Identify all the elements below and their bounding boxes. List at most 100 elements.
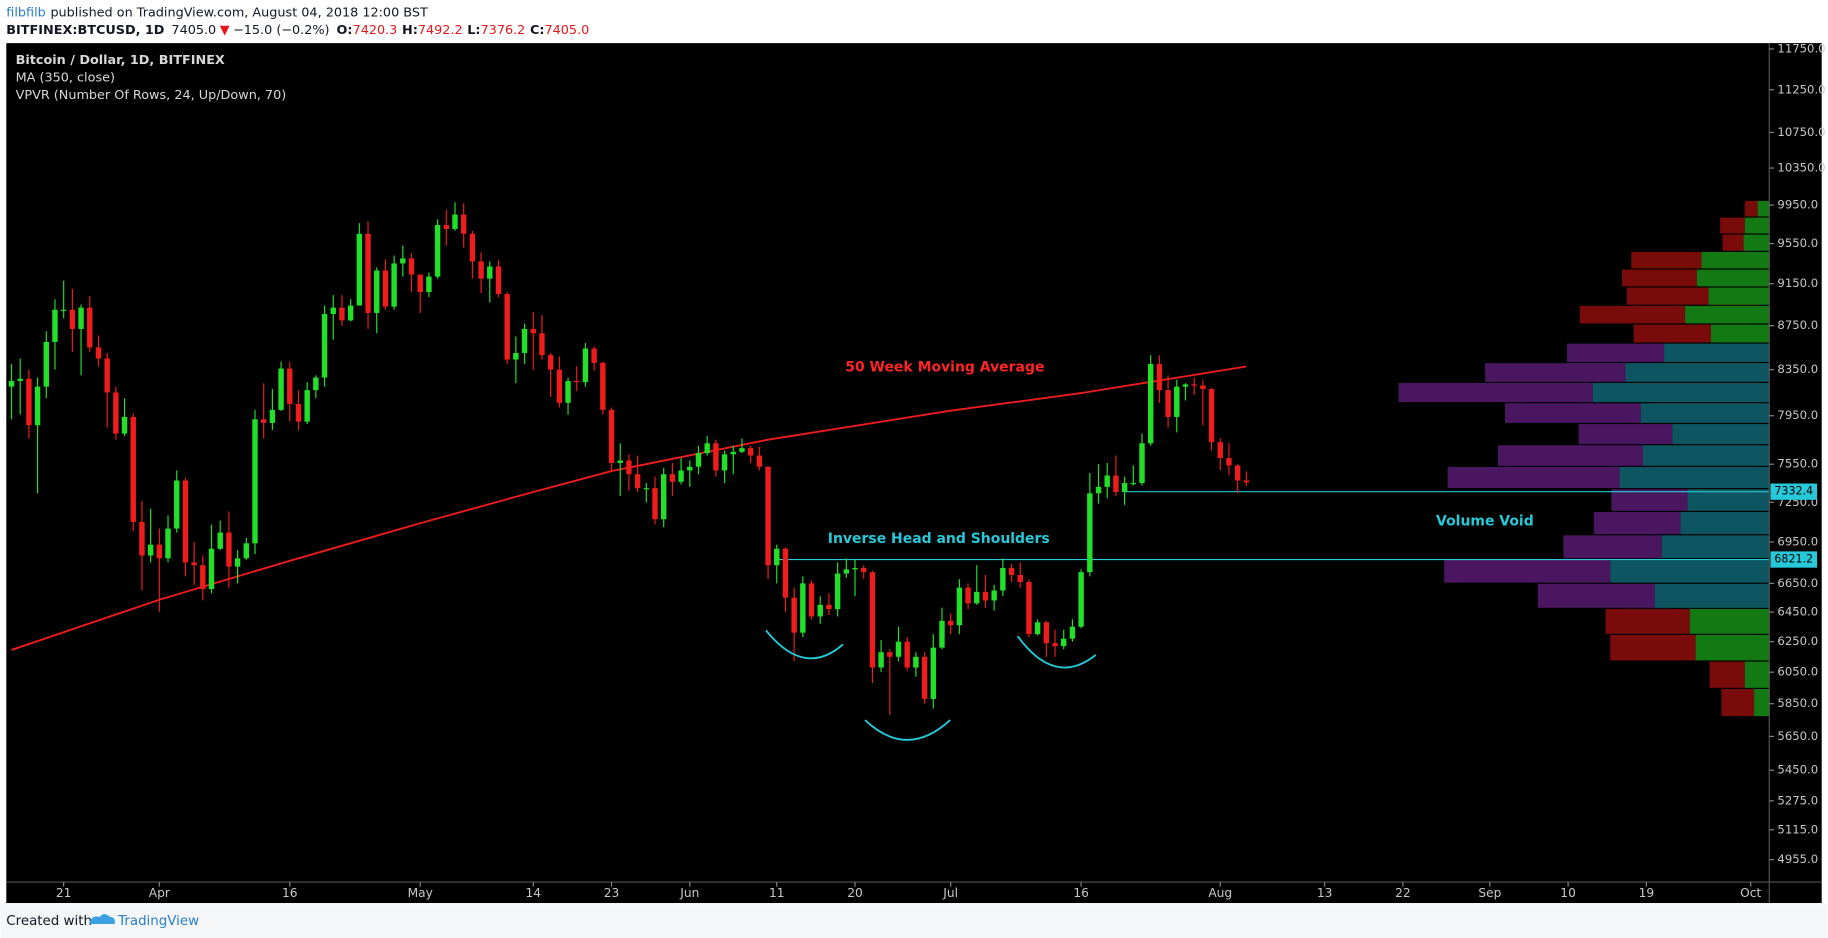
volume-up	[1695, 634, 1770, 661]
volume-up	[1664, 343, 1770, 362]
candle-body	[165, 528, 171, 559]
candle-body	[478, 261, 484, 279]
candle-body	[139, 521, 145, 556]
volume-down	[1563, 535, 1662, 559]
candle-body	[947, 620, 954, 626]
candle-body	[782, 548, 789, 598]
y-tick-label: 6650.0	[1777, 576, 1818, 590]
candle-body	[1095, 486, 1102, 494]
volume-down	[1504, 403, 1641, 423]
candle-body	[313, 377, 319, 391]
candle-body	[1156, 364, 1163, 391]
candle-body	[991, 590, 997, 601]
candle-body	[356, 233, 363, 306]
x-tick-label: 10	[1560, 886, 1576, 900]
candle-body	[217, 532, 223, 549]
volume-down	[1605, 609, 1690, 634]
candle-body	[530, 328, 536, 334]
candle-body	[1147, 364, 1154, 444]
volume-down	[1579, 305, 1686, 324]
y-tick-label: 10350.0	[1777, 161, 1825, 175]
candle-body	[600, 362, 606, 410]
candle-body	[1034, 622, 1041, 635]
candle-body	[774, 548, 780, 566]
x-tick-label: Apr	[149, 886, 171, 900]
moving-average	[11, 365, 1247, 651]
candle-body	[304, 390, 310, 422]
volume-down	[1447, 466, 1620, 489]
y-tick-label: 6250.0	[1777, 634, 1818, 648]
candle-body	[347, 305, 354, 321]
volume-up	[1757, 200, 1770, 217]
candle-body	[321, 313, 328, 378]
brand[interactable]: TradingView	[117, 914, 199, 929]
candle-body	[1026, 581, 1032, 635]
candle-body	[982, 591, 989, 601]
ohlc-value: 7492.2	[418, 23, 463, 38]
ohlc-label: H:	[402, 23, 418, 38]
candle-body	[78, 307, 84, 329]
y-tick-label: 7950.0	[1777, 408, 1818, 422]
candle-body	[400, 258, 406, 264]
x-tick-label: 21	[56, 886, 72, 900]
candle-body	[191, 562, 197, 566]
volume-up	[1710, 324, 1770, 343]
y-tick-label: 6050.0	[1777, 665, 1818, 679]
x-tick-label: 14	[525, 886, 541, 900]
volume-up	[1661, 535, 1770, 559]
candle-body	[60, 309, 67, 311]
candle-body	[834, 573, 841, 610]
volume-up	[1610, 559, 1770, 583]
volume-up	[1696, 269, 1770, 287]
footer	[0, 904, 1828, 938]
candle-body	[704, 443, 710, 454]
level-label: 6821.2	[1774, 553, 1813, 566]
published: published on TradingView.com, August 04,…	[50, 5, 428, 20]
candle-body	[1008, 567, 1015, 575]
candle-body	[1121, 483, 1128, 492]
candle-body	[1113, 475, 1119, 492]
candle-body	[252, 419, 258, 544]
y-tick-label: 5275.0	[1777, 793, 1818, 807]
symbol-line: BITFINEX:BTCUSD, 1D 7405.0 ▼ −15.0 (−0.2%) O…	[6, 23, 589, 38]
candle-body	[374, 270, 380, 313]
volume-up	[1743, 234, 1770, 251]
candle-body	[1217, 442, 1223, 459]
volume-up	[1687, 489, 1770, 511]
candle-body	[539, 333, 545, 356]
y-tick-label: 7550.0	[1777, 457, 1818, 471]
x-tick-label: 20	[847, 886, 863, 900]
candle-body	[1087, 493, 1093, 573]
volume-down	[1593, 511, 1681, 535]
candle-body	[661, 474, 667, 520]
candle-body	[330, 307, 336, 314]
candle-body	[669, 474, 676, 482]
candle-body	[965, 587, 971, 604]
logo	[89, 914, 115, 925]
y-tick-label: 5115.0	[1777, 822, 1818, 836]
candle-body	[156, 544, 163, 559]
candle-body	[826, 604, 832, 610]
author[interactable]: filbfilb	[6, 5, 45, 20]
candle-body	[408, 258, 415, 275]
candle-body	[113, 392, 119, 434]
volume-down	[1578, 424, 1673, 445]
candle-body	[730, 451, 736, 455]
volume-up	[1654, 583, 1770, 608]
candle-body	[574, 380, 580, 383]
candle-body	[843, 569, 850, 574]
candle-body	[634, 474, 641, 489]
candle-body	[87, 307, 93, 348]
x-tick-label: 23	[604, 886, 620, 900]
volume-down	[1633, 324, 1711, 343]
candle-body	[1182, 384, 1189, 387]
candle-body	[1061, 638, 1067, 647]
candle-body	[443, 225, 449, 229]
legend-entry: VPVR (Number Of Rows, 24, Up/Down, 70)	[16, 88, 287, 103]
volume-down	[1566, 343, 1665, 362]
candle-body	[1226, 458, 1232, 466]
ohlc-label: O:	[337, 23, 353, 38]
volume-down	[1722, 234, 1744, 251]
x-tick-label: Jun	[679, 886, 699, 900]
